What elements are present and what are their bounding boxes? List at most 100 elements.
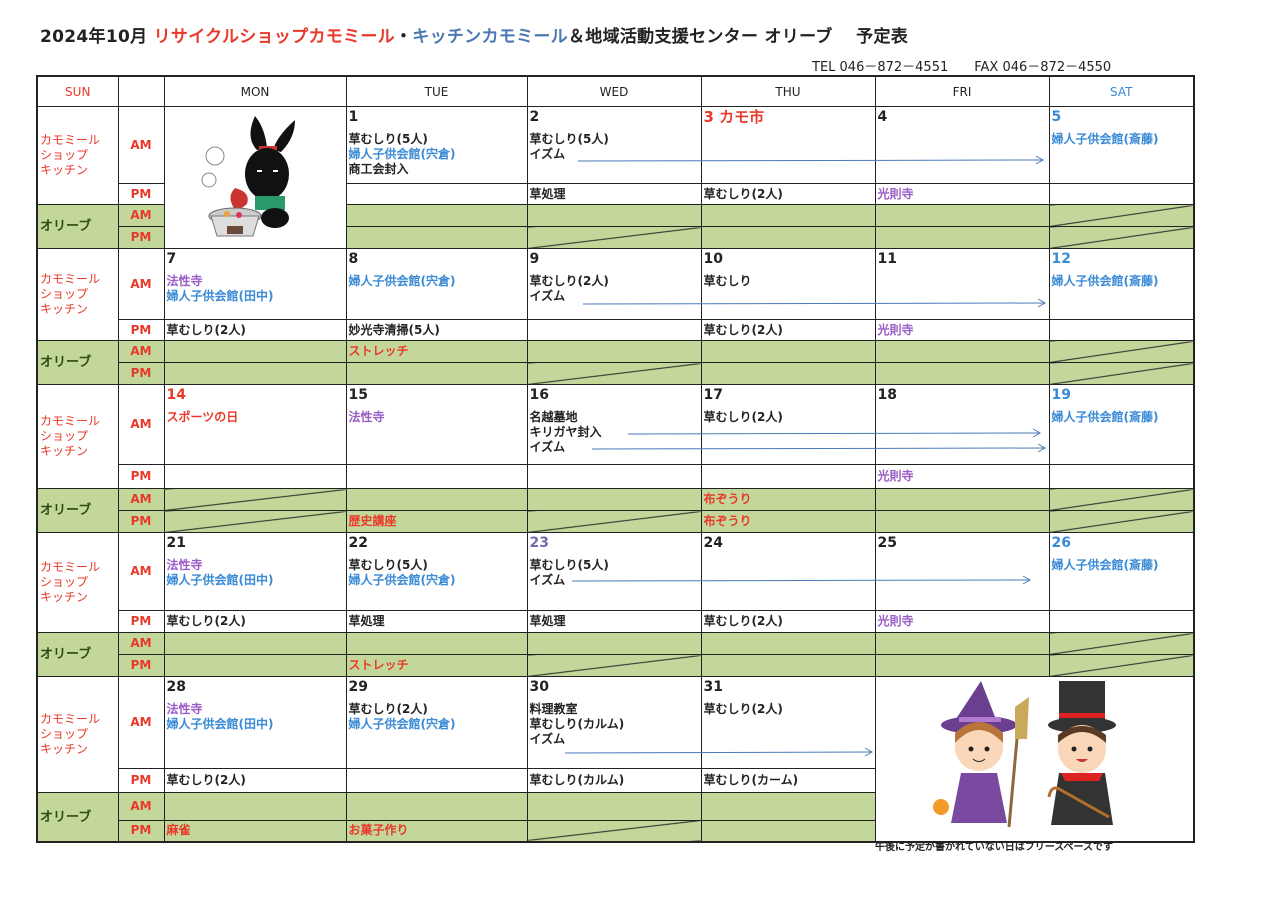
olive-pm-cell: [345, 362, 528, 385]
halloween-kids-illustration: [874, 676, 1195, 843]
olive-am-event: ストレッチ: [348, 344, 409, 358]
pm-event: 草むしり(2人): [703, 186, 783, 201]
kitchen-label-line: カモミール: [40, 560, 101, 574]
pm-cell: 草処理: [526, 610, 702, 633]
olive-pm-cell: 歴史講座: [345, 510, 528, 533]
pm-cell: 光則寺: [874, 464, 1050, 489]
pm-label: PM: [117, 654, 165, 677]
am-event: 草むしり: [703, 274, 752, 288]
day-date: 25: [877, 535, 897, 551]
column-header-slot: [117, 75, 165, 107]
pm-label: PM: [117, 362, 165, 385]
day-date: 5: [1051, 109, 1062, 125]
day-date: 11: [877, 251, 897, 267]
olive-pm-cell: お菓子作り: [345, 819, 528, 843]
kitchen-label-line: カモミール: [40, 272, 101, 286]
pm-cell: 草むしり(2人): [700, 319, 876, 341]
column-header-sat: SAT: [1048, 75, 1195, 107]
pm-cell: 光則寺: [874, 319, 1050, 341]
am-event: 草むしり(2人): [529, 274, 609, 288]
olive-am-cell: ストレッチ: [345, 340, 528, 363]
olive-label-text: オリーブ: [40, 647, 92, 662]
pm-event: 光則寺: [877, 614, 914, 628]
day-date: 18: [877, 387, 897, 403]
pm-cell: 草処理: [526, 183, 702, 205]
kitchen-pm-row: PM 草むしり(2人) 妙光寺清掃(5人) 草むしり(2人) 光則寺: [37, 319, 1195, 341]
pm-event: 草むしり(カルム): [529, 773, 625, 787]
am-event: 法性寺: [166, 274, 203, 288]
day-events: 草むしり: [704, 274, 873, 289]
pm-label: PM: [117, 610, 165, 633]
olive-am-cell: [345, 488, 528, 511]
pm-cell: [1048, 464, 1195, 489]
day-date: 2: [529, 109, 540, 125]
olive-label-text: オリーブ: [40, 503, 92, 518]
day-events: 婦人子供会館(斎藤): [1052, 410, 1192, 425]
day-cell-11: 11: [874, 248, 1050, 320]
rabbit-cooking-illustration: [163, 106, 347, 249]
pm-cell: [163, 464, 347, 489]
title-part: ＆地域活動支援センター オリーブ 予定表: [567, 27, 909, 47]
day-cell-4: 4: [874, 106, 1050, 184]
day-events: 法性寺: [349, 410, 525, 425]
am-label: AM: [117, 632, 165, 655]
day-events: 草むしり(5人) イズム: [530, 132, 699, 162]
day-date: 26: [1051, 535, 1071, 551]
olive-am-cell: 布ぞうり: [700, 488, 876, 511]
am-event: 婦人子供会館(斎藤): [1051, 132, 1159, 146]
day-events: 草むしり(2人): [704, 702, 873, 717]
olive-label-text: オリーブ: [40, 809, 92, 825]
olive-pm-cell: [874, 510, 1050, 533]
olive-pm-row: PM 歴史講座 布ぞうり: [37, 510, 1195, 533]
olive-pm-cell: [526, 654, 702, 677]
column-header-mon: MON: [163, 75, 347, 107]
olive-pm-event: 布ぞうり: [703, 514, 752, 528]
olive-pm-event: 歴史講座: [348, 514, 397, 528]
olive-pm-cell: 麻雀: [163, 819, 347, 843]
day-date: 10: [703, 251, 723, 267]
day-cell-9: 9 草むしり(2人) イズム: [526, 248, 702, 320]
pm-event: 草むしり(2人): [166, 773, 246, 787]
pm-event: 草処理: [529, 614, 566, 628]
kitchen-label-line: キッチン: [40, 742, 89, 756]
olive-pm-cell: [1048, 654, 1195, 677]
olive-am-cell: [1048, 204, 1195, 227]
day-cell-2: 2 草むしり(5人) イズム: [526, 106, 702, 184]
kitchen-pm-row: PM 草処理 草むしり(2人) 光則寺: [37, 183, 1195, 205]
day-date: 3 カモ市: [703, 108, 765, 126]
pm-event: 光則寺: [877, 186, 914, 201]
pm-cell: 光則寺: [874, 183, 1050, 205]
day-events: 草むしり(2人) イズム: [530, 274, 699, 304]
fax-number: FAX 046－872－4550: [974, 60, 1112, 75]
day-events: スポーツの日: [167, 410, 344, 425]
am-event: 草むしり(5人): [348, 132, 428, 146]
kitchen-label-line: キッチン: [40, 163, 89, 177]
pm-cell: 草むしり(2人): [163, 319, 347, 341]
day-date: 9: [529, 251, 540, 267]
day-cell-25: 25: [874, 532, 1050, 611]
am-event: 婦人子供会館(田中): [166, 573, 274, 587]
am-event: 草むしり(2人): [703, 410, 783, 424]
day-events: 草むしり(5人) 婦人子供会館(宍倉): [349, 558, 525, 588]
day-date: 1: [348, 109, 359, 125]
kitchen-label-line: ショップ: [40, 287, 89, 301]
kitchen-label-line: カモミール: [40, 712, 101, 726]
day-date: 17: [703, 387, 723, 403]
olive-am-row: オリーブ AM: [36, 792, 1194, 843]
olive-pm-cell: [1048, 510, 1195, 533]
day-events: 草むしり(2人) 婦人子供会館(宍倉): [349, 702, 525, 732]
am-event: 草むしり(2人): [348, 702, 428, 716]
pm-cell: 草むしり(2人): [163, 610, 347, 633]
day-cell-26: 26 婦人子供会館(斎藤): [1048, 532, 1195, 611]
olive-pm-event: ストレッチ: [348, 658, 409, 672]
olive-pm-cell: [526, 510, 702, 533]
olive-label-text: オリーブ: [40, 219, 92, 234]
day-date: 19: [1051, 387, 1071, 403]
olive-pm-cell: [700, 819, 876, 843]
kitchen-label-line: カモミール: [40, 414, 101, 428]
title-part: リサイクルショップカモミール: [153, 27, 395, 47]
olive-am-cell: [163, 340, 347, 363]
day-events: 草むしり(5人) 婦人子供会館(宍倉) 商工会封入: [349, 132, 525, 177]
am-event: 草むしり(2人): [703, 702, 783, 716]
olive-am-cell: [700, 204, 876, 227]
